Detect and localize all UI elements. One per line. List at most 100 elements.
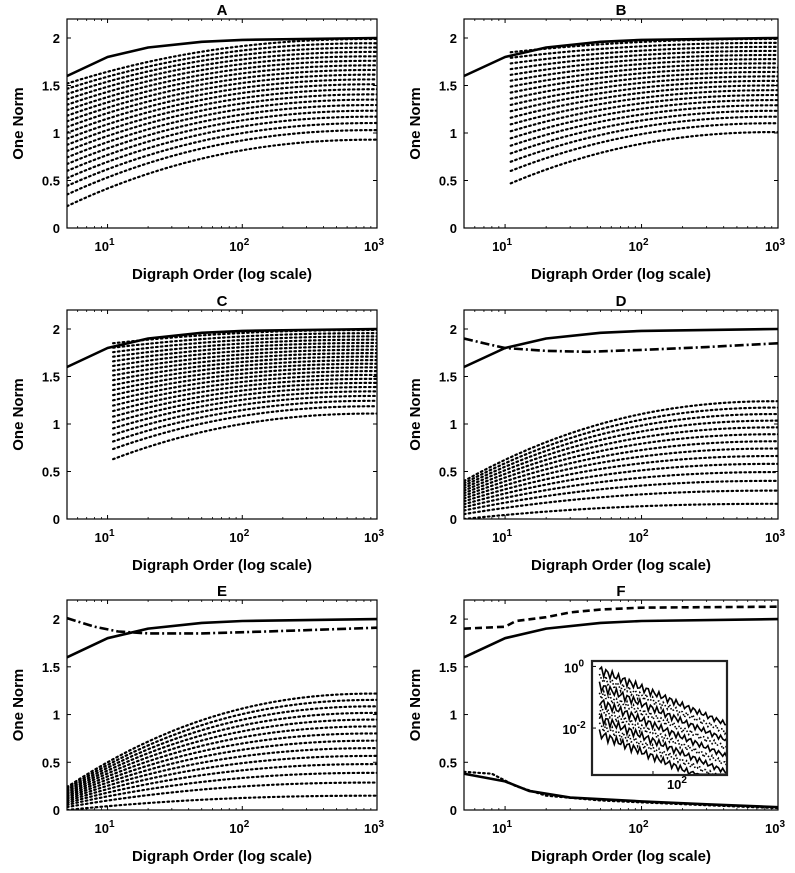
series-solid-line (464, 774, 778, 807)
x-tick-label: 101 (95, 237, 115, 254)
y-axis-label: One Norm (407, 378, 424, 451)
x-tick-label: 103 (765, 819, 785, 836)
x-tick-label-base: 10 (765, 821, 779, 836)
series-dotted-line (67, 140, 377, 207)
x-tick-label: 101 (95, 819, 115, 836)
y-tick-label: 2 (450, 612, 457, 627)
inset-y-tick-label-exponent: -2 (577, 720, 586, 731)
plot-area (67, 38, 377, 206)
y-tick-label: 1 (53, 126, 60, 141)
y-tick-label: 1.5 (439, 370, 457, 385)
panel-d: D00.511.52101 102 103Digraph Order (log sc… (407, 293, 785, 574)
inset-y-tick-label: 100 (564, 658, 584, 675)
x-tick-label-base: 10 (492, 530, 506, 545)
x-tick-label-exponent: 3 (779, 528, 785, 539)
x-axis-label: Digraph Order (log scale) (132, 848, 312, 865)
x-tick-label: 103 (765, 528, 785, 545)
y-tick-label: 2 (450, 322, 457, 337)
y-axis-label: One Norm (407, 669, 424, 742)
x-axis-label: Digraph Order (log scale) (531, 266, 711, 283)
series-dotted-line (464, 421, 778, 489)
x-tick-label-base: 10 (629, 821, 643, 836)
inset-y-tick-label-base: 10 (564, 660, 578, 675)
x-tick-label-base: 10 (229, 530, 243, 545)
series-dotted-line (67, 796, 377, 810)
y-tick-label: 1.5 (42, 660, 60, 675)
panel-f: F00.511.52101 102 103Digraph Order (log sc… (407, 583, 785, 865)
y-tick-label: 0 (450, 803, 457, 818)
y-axis-label: One Norm (10, 87, 27, 160)
panel-c: C00.511.52101 102 103Digraph Order (log sc… (10, 293, 384, 574)
y-tick-label: 1 (53, 708, 60, 723)
series-dotted-line (511, 123, 778, 171)
x-tick-label-exponent: 1 (109, 237, 115, 248)
x-tick-label-base: 10 (492, 239, 506, 254)
x-tick-label-exponent: 3 (378, 237, 384, 248)
y-tick-label: 1.5 (439, 79, 457, 94)
y-tick-label: 1.5 (42, 79, 60, 94)
panel-title: E (217, 583, 227, 600)
series-dashdot-line (464, 339, 778, 352)
y-tick-label: 1.5 (42, 370, 60, 385)
panel-title: C (217, 293, 228, 310)
y-tick-label: 0 (53, 803, 60, 818)
panel-b: B00.511.52101 102 103Digraph Order (log sc… (407, 2, 785, 283)
x-tick-label: 103 (364, 528, 384, 545)
x-tick-label-base: 10 (95, 239, 109, 254)
x-tick-label: 103 (364, 237, 384, 254)
x-axis-label: Digraph Order (log scale) (132, 266, 312, 283)
x-tick-label-exponent: 1 (109, 528, 115, 539)
series-solid-line (67, 619, 377, 657)
plot-area (464, 329, 778, 519)
inset-y-tick-label-exponent: 0 (578, 658, 584, 669)
x-tick-label: 101 (492, 819, 512, 836)
x-tick-label-exponent: 2 (643, 528, 649, 539)
x-tick-label-exponent: 3 (779, 819, 785, 830)
x-tick-label-base: 10 (364, 530, 378, 545)
inset-y-tick-label-base: 10 (562, 722, 576, 737)
x-tick-label-base: 10 (492, 821, 506, 836)
x-tick-label-exponent: 2 (244, 528, 250, 539)
x-tick-label-exponent: 3 (779, 237, 785, 248)
x-tick-label: 102 (229, 528, 249, 545)
plot-area (464, 38, 778, 183)
y-tick-label: 0.5 (42, 755, 60, 770)
x-tick-label-exponent: 3 (378, 819, 384, 830)
x-tick-label-base: 10 (629, 530, 643, 545)
x-axis-label: Digraph Order (log scale) (531, 848, 711, 865)
y-tick-label: 0 (450, 512, 457, 527)
series-dotted-line (113, 406, 377, 449)
inset-y-tick-label: 10-2 (562, 720, 586, 737)
inset-x-tick-label-base: 10 (667, 777, 681, 792)
x-tick-label: 102 (629, 237, 649, 254)
y-tick-label: 0.5 (42, 465, 60, 480)
plot-area (67, 329, 377, 459)
x-tick-label: 103 (364, 819, 384, 836)
x-tick-label-exponent: 2 (244, 237, 250, 248)
x-axis-label: Digraph Order (log scale) (531, 557, 711, 574)
y-tick-label: 1 (450, 708, 457, 723)
y-axis-label: One Norm (10, 378, 27, 451)
x-tick-label: 101 (492, 237, 512, 254)
y-axis-label: One Norm (10, 669, 27, 742)
x-axis-label: Digraph Order (log scale) (132, 557, 312, 574)
x-tick-label: 102 (629, 819, 649, 836)
x-tick-label-base: 10 (95, 821, 109, 836)
y-tick-label: 1.5 (439, 660, 457, 675)
panel-title: F (616, 583, 625, 600)
x-tick-label: 101 (492, 528, 512, 545)
x-tick-label: 102 (629, 528, 649, 545)
x-tick-label-exponent: 1 (507, 528, 513, 539)
series-dotted-line (511, 117, 778, 162)
panel-title: B (616, 2, 627, 19)
y-tick-label: 2 (450, 31, 457, 46)
y-tick-label: 0.5 (42, 174, 60, 189)
y-tick-label: 0 (53, 512, 60, 527)
axes-frame (67, 600, 377, 810)
y-tick-label: 0.5 (439, 174, 457, 189)
panel-title: D (616, 293, 627, 310)
